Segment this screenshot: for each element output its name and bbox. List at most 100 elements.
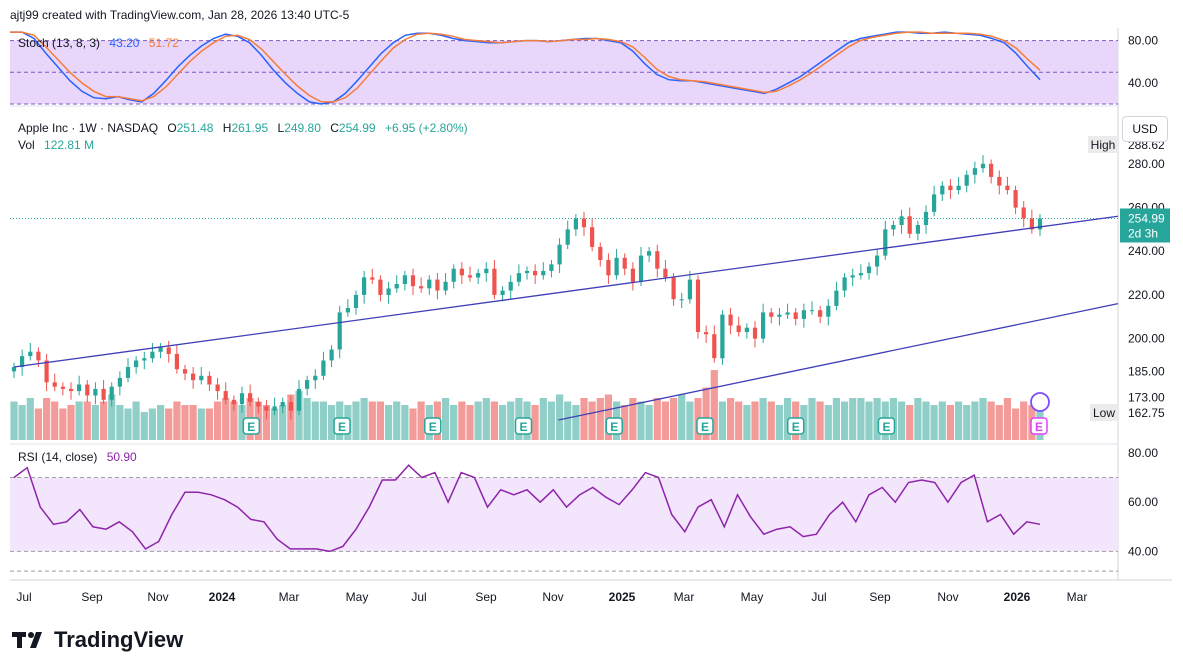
time-axis-label-11: May [741, 590, 764, 604]
volume-bar [165, 408, 173, 440]
bar-countdown: 2d 3h [1128, 226, 1158, 240]
time-axis-label-4: Mar [279, 590, 300, 604]
earnings-marker-label: E [520, 420, 528, 434]
volume-bar [971, 401, 979, 440]
time-axis-label-3: 2024 [209, 590, 236, 604]
candle [516, 264, 521, 287]
volume-bar [556, 394, 564, 440]
volume-bar [832, 398, 840, 440]
candle-body [712, 334, 717, 359]
volume-bar [955, 401, 963, 440]
candle-body [736, 325, 741, 333]
candle-body [402, 275, 407, 284]
candle [923, 205, 929, 234]
close-label: C [330, 121, 339, 135]
rsi-line [13, 464, 1041, 553]
volume-bar [230, 401, 238, 440]
tradingview-logo[interactable]: TradingView [12, 627, 183, 653]
candle-body [85, 384, 90, 396]
candle [590, 218, 595, 252]
candle [191, 367, 196, 389]
candle-body [239, 393, 245, 405]
earnings-marker: E [877, 417, 896, 435]
volume-bar [10, 401, 18, 440]
candle-body [272, 406, 277, 411]
high-value: 261.95 [231, 121, 269, 135]
volume-bar [26, 398, 34, 440]
candle [329, 345, 334, 368]
candle-body [956, 185, 961, 191]
candle [182, 364, 188, 381]
volume-bar [767, 401, 775, 440]
candle [20, 349, 25, 376]
candle [44, 353, 49, 392]
candle-body [744, 327, 749, 333]
candle [109, 382, 114, 407]
low-tag-box [1090, 404, 1118, 421]
price-axis-label-7: 173.00 [1128, 391, 1165, 405]
candle [989, 159, 994, 184]
volume-bar [43, 398, 51, 440]
candle-body [940, 185, 945, 195]
volume-bar [157, 405, 165, 440]
candle [68, 382, 74, 400]
volume-bar [507, 401, 515, 440]
candle-body [44, 360, 49, 383]
candle [313, 369, 318, 389]
candle-body [337, 312, 342, 350]
candle-body [533, 270, 538, 276]
volume-bar [34, 408, 42, 440]
currency-button[interactable]: USD [1122, 116, 1168, 142]
candle-body [932, 194, 937, 212]
candle-body [630, 268, 635, 282]
price-legend: Apple Inc · 1W · NASDAQ O251.48 H261.95 … [18, 121, 468, 135]
candle [1037, 214, 1043, 236]
symbol-label[interactable]: Apple Inc · 1W · NASDAQ [18, 121, 159, 135]
time-axis-label-14: Nov [937, 590, 958, 604]
candle [875, 249, 880, 276]
candle-body [695, 279, 701, 332]
candle [402, 270, 407, 291]
volume-bar [482, 398, 490, 440]
earnings-marker-box [242, 417, 261, 435]
time-axis-label-9: 2025 [609, 590, 636, 604]
candle [508, 275, 513, 300]
volume-bar [262, 405, 270, 440]
candle [280, 397, 285, 413]
time-axis-label-13: Sep [869, 590, 891, 604]
candle [573, 214, 578, 236]
volume-bar [621, 405, 629, 440]
candle-body [117, 377, 122, 387]
volume-bar [295, 391, 303, 440]
candle [932, 185, 937, 217]
candle [744, 323, 749, 339]
candle [492, 259, 497, 300]
candle [85, 380, 90, 402]
stoch-legend: Stoch (13, 8, 3) 43.20 51.72 [18, 36, 179, 50]
high-tag: High [1091, 138, 1116, 152]
trendline-0 [13, 215, 1119, 368]
volume-bar [946, 405, 954, 440]
candle [630, 262, 635, 291]
volume-bar [995, 405, 1003, 440]
candle-body [476, 273, 481, 278]
candle [223, 382, 228, 405]
volume-bar [132, 401, 140, 440]
volume-bar [401, 405, 409, 440]
candle-body [638, 255, 644, 282]
candle-body [419, 286, 424, 289]
candle-body [288, 402, 293, 411]
candle [948, 179, 953, 199]
candle-body [989, 163, 994, 177]
candle [272, 397, 277, 416]
candle [264, 399, 269, 420]
candle-body [704, 332, 709, 335]
volume-bar [808, 398, 816, 440]
time-axis-label-5: May [346, 590, 369, 604]
volume-bar [100, 401, 108, 440]
candle-body [378, 279, 383, 295]
volume-bar [51, 401, 59, 440]
current-price-tag-box [1120, 208, 1170, 243]
volume-bar [303, 398, 311, 440]
